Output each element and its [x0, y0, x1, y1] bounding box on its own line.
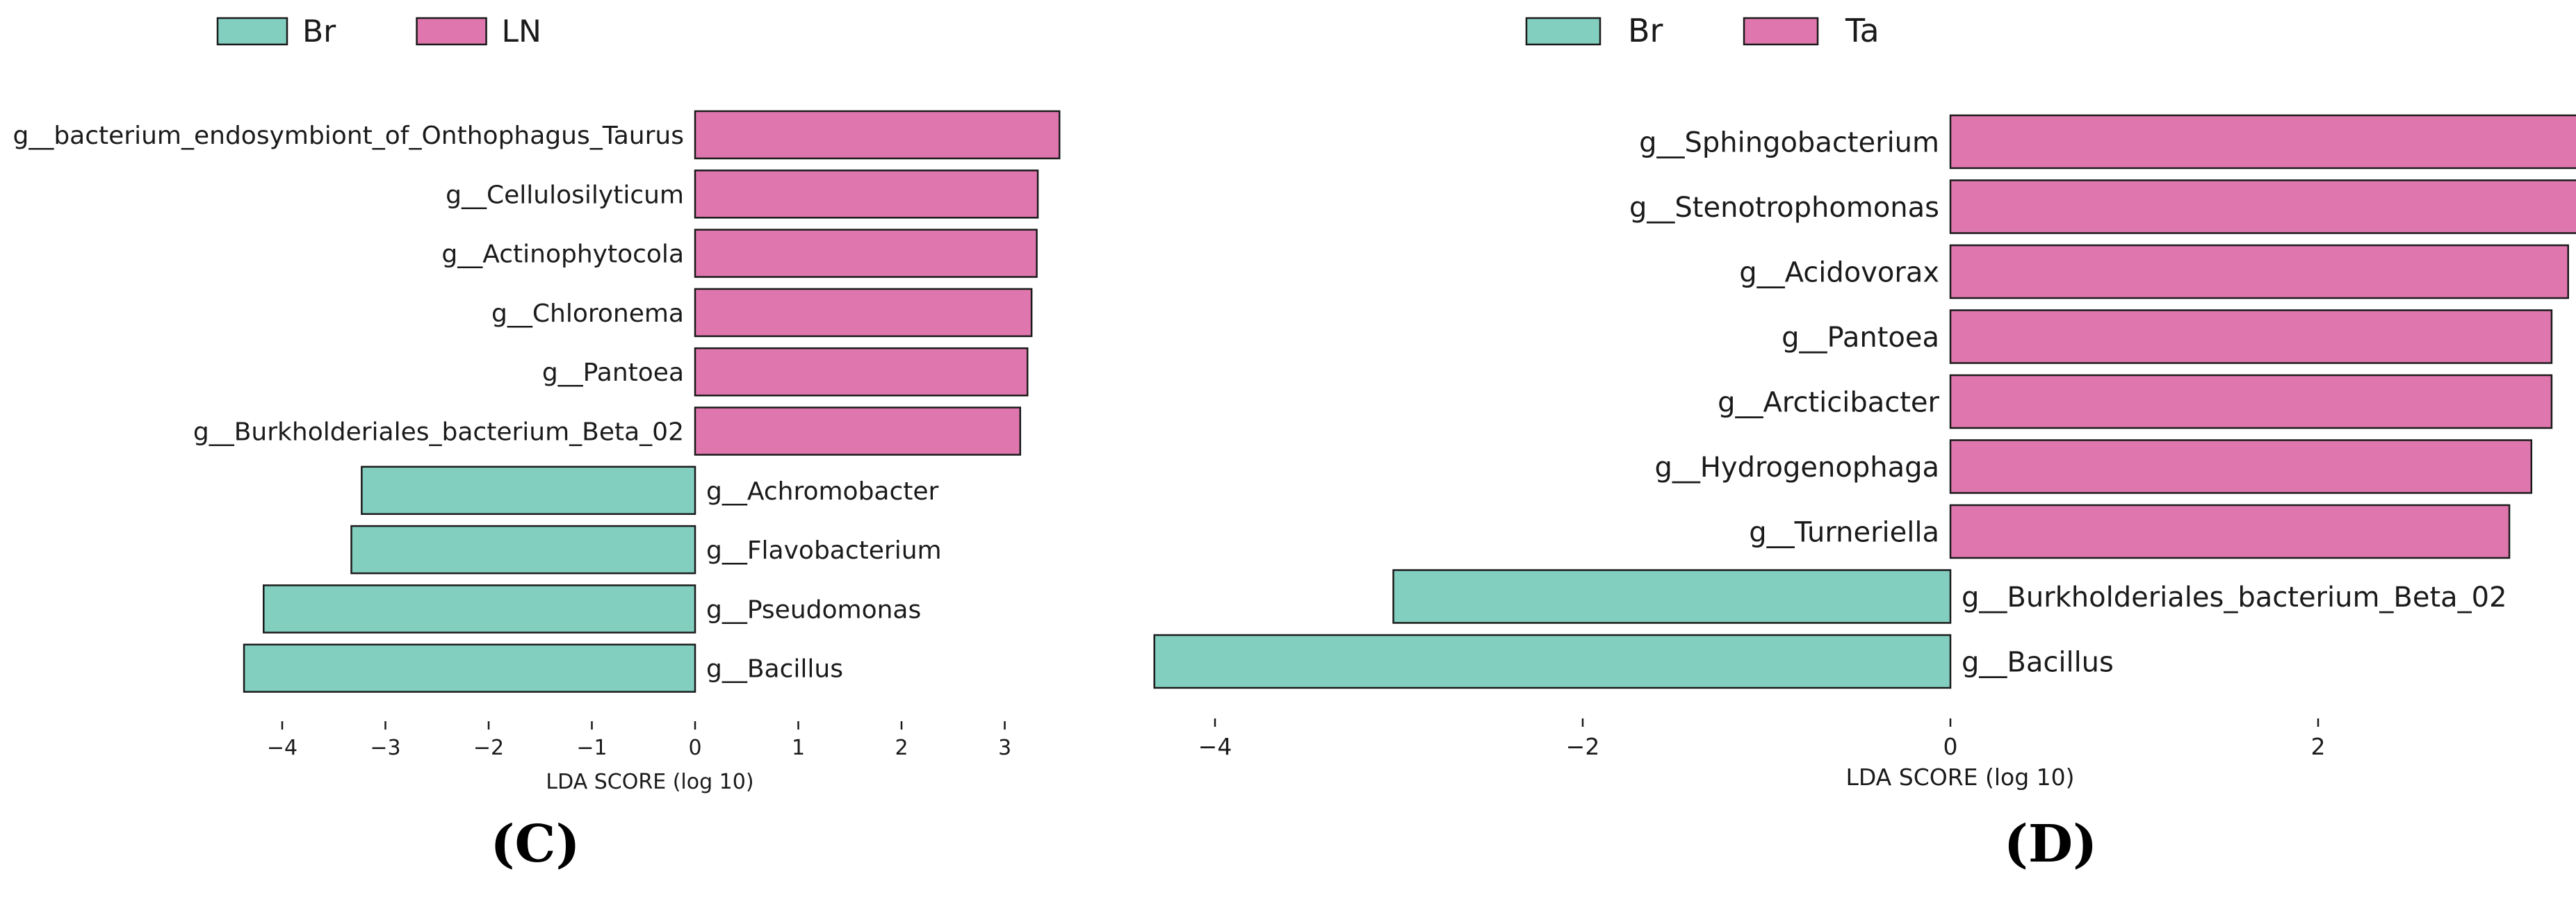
bar: [1949, 374, 2553, 429]
x-tick-label: −2: [1566, 733, 1600, 760]
category-label: g__Pseudomonas: [706, 595, 921, 624]
category-label: g__Burkholderiales_bacterium_Beta_02: [193, 418, 684, 446]
bar: [694, 288, 1033, 338]
x-tick-label: −4: [267, 736, 297, 760]
x-tick-label: 0: [688, 736, 701, 760]
legend-swatch-ln: [416, 17, 487, 46]
category-label: g__Bacillus: [706, 655, 843, 684]
bar: [694, 347, 1029, 397]
x-tick-label: 3: [998, 736, 1011, 760]
category-label: g__Arcticibacter: [1718, 386, 1939, 418]
x-tick-label: −4: [1198, 733, 1232, 760]
category-label: g__Chloronema: [491, 299, 684, 328]
bar: [1392, 569, 1952, 624]
bar: [694, 406, 1022, 456]
category-label: g__Achromobacter: [706, 477, 939, 506]
legend-swatch-ta: [1743, 17, 1819, 46]
category-label: g__Hydrogenophaga: [1654, 452, 1939, 484]
bar: [350, 525, 696, 575]
legend-swatch-br: [216, 17, 288, 46]
legend-label-ta: Ta: [1845, 12, 1880, 49]
category-label: g__Flavobacterium: [706, 536, 942, 565]
category-label: g__Pantoea: [542, 359, 684, 387]
bar: [243, 643, 696, 693]
x-tick-label: −1: [576, 736, 607, 760]
category-label: g__Sphingobacterium: [1639, 126, 1939, 158]
bar: [1949, 179, 2576, 234]
category-label: g__Acidovorax: [1739, 256, 1939, 288]
x-axis-label: LDA SCORE (log 10): [546, 770, 753, 794]
category-label: g__bacterium_endosymbiont_of_Onthophagus…: [13, 122, 684, 150]
bar: [694, 170, 1039, 219]
category-label: g__Stenotrophomonas: [1629, 192, 1939, 224]
chart-panel-d: Br Ta g__Sphingobacterium g__Stenotrophomon…: [1153, 12, 2576, 874]
bar: [1949, 309, 2553, 364]
panel-label: (C): [491, 814, 580, 874]
bar: [1949, 114, 2576, 170]
category-label: g__Cellulosilyticum: [446, 181, 684, 209]
x-axis-label: LDA SCORE (log 10): [1845, 764, 2074, 791]
legend-label-br: Br: [1628, 12, 1663, 49]
bar: [1949, 439, 2533, 494]
bar: [361, 466, 696, 516]
x-tick-label: −2: [473, 736, 504, 760]
bar: [263, 584, 696, 634]
x-tick-label: 2: [895, 736, 908, 760]
x-tick-label: 0: [1943, 733, 1958, 760]
legend-label-br: Br: [302, 14, 336, 49]
bar: [694, 110, 1061, 160]
panel-label: (D): [2004, 814, 2097, 874]
category-label: g__Turneriella: [1749, 516, 1939, 548]
category-label: g__Burkholderiales_bacterium_Beta_02: [1962, 582, 2507, 614]
legend-label-ln: LN: [502, 14, 541, 49]
bar: [1153, 634, 1952, 689]
bar: [694, 229, 1038, 278]
chart-panel-c: Br LN g__bacterium_endosymbiont_of_Onthoph…: [13, 14, 1061, 874]
x-tick-label: 1: [792, 736, 805, 760]
x-tick-label: 2: [2311, 733, 2326, 760]
bar: [1949, 504, 2511, 559]
x-tick-label: −3: [370, 736, 400, 760]
category-label: g__Actinophytocola: [441, 240, 684, 269]
category-label: g__Pantoea: [1782, 322, 1939, 354]
legend-swatch-br: [1525, 17, 1601, 46]
bar: [1949, 244, 2569, 299]
category-label: g__Bacillus: [1962, 646, 2114, 678]
